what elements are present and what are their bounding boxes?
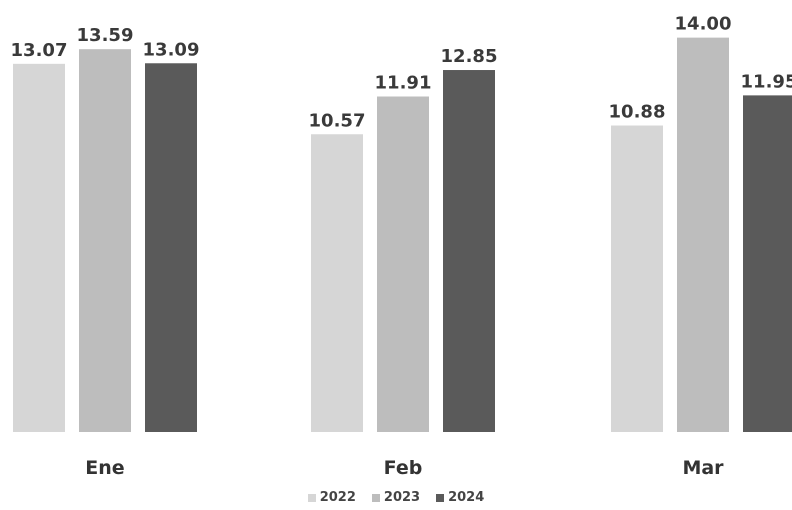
legend-label-2022: 2022 <box>319 490 356 505</box>
category-labels-group: Ene Feb Mar <box>85 457 724 479</box>
bar-ene-2023 <box>79 49 131 432</box>
value-labels-group: 13.07 13.59 13.09 10.57 11.91 12.85 10.88 14.00… <box>11 14 792 132</box>
value-label-ene-2023: 13.59 <box>77 25 134 46</box>
value-label-mar-2022: 10.88 <box>609 102 666 123</box>
legend-item-2022: 2022 <box>307 490 356 505</box>
bar-ene-2022 <box>13 63 65 432</box>
legend-swatch-2024 <box>436 493 445 502</box>
bar-mar-2023 <box>677 37 729 433</box>
legend-item-2024: 2024 <box>436 490 484 505</box>
value-label-mar-2024: 11.95 <box>741 71 792 92</box>
legend-item-2023: 2023 <box>371 490 421 505</box>
bar-feb-2024 <box>443 70 495 432</box>
legend-label-2023: 2023 <box>383 490 421 505</box>
value-label-feb-2022: 10.57 <box>309 110 366 131</box>
legend: 2022 2023 2024 <box>0 490 792 505</box>
value-label-feb-2023: 11.91 <box>375 73 432 94</box>
value-label-ene-2024: 13.09 <box>143 39 200 60</box>
value-label-feb-2024: 12.85 <box>441 46 498 67</box>
bar-feb-2023 <box>377 96 429 432</box>
value-label-ene-2022: 13.07 <box>11 40 68 61</box>
value-label-mar-2023: 14.00 <box>675 14 732 35</box>
category-label-ene: Ene <box>85 457 124 479</box>
category-label-mar: Mar <box>682 457 724 479</box>
legend-swatch-2022 <box>307 493 316 502</box>
category-label-feb: Feb <box>384 457 423 479</box>
bar-ene-2024 <box>145 63 197 432</box>
legend-swatch-2023 <box>371 493 380 502</box>
bar-chart: 13.07 13.59 13.09 10.57 11.91 12.85 10.88 14.00… <box>11 14 792 479</box>
bar-mar-2024 <box>743 95 792 432</box>
bar-feb-2022 <box>311 134 363 432</box>
legend-label-2024: 2024 <box>448 490 485 505</box>
bars-group <box>13 37 792 433</box>
bar-mar-2022 <box>611 125 663 433</box>
